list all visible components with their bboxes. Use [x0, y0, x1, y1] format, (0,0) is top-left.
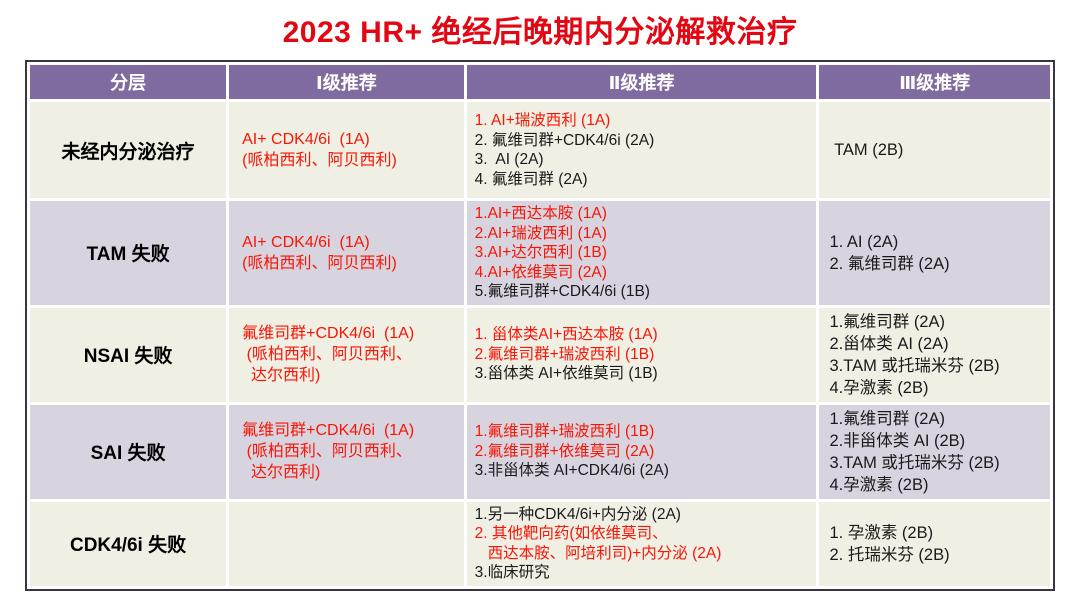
recommendation-line: 5.氟维司群+CDK4/6i (1B) — [474, 283, 650, 300]
table-row: CDK4/6i 失败 1.另一种CDK4/6i+内分泌 (2A) 2. 其他靶向药… — [30, 501, 1050, 586]
recommendation-line: 1. 孕激素 (2B) — [829, 523, 934, 542]
level3-cell: 1. AI (2A) 2. 氟维司群 (2A) — [819, 201, 1050, 305]
recommendation-line: (哌柏西利、阿贝西利、 — [242, 346, 412, 363]
column-header: Ⅱ级推荐 — [466, 65, 817, 99]
column-header: 分层 — [30, 65, 227, 99]
tier-cell: SAI 失败 — [30, 404, 227, 499]
level1-cell: 氟维司群+CDK4/6i (1A) (哌柏西利、阿贝西利、 达尔西利) — [229, 307, 464, 402]
level3-cell: TAM (2B) — [819, 102, 1050, 198]
recommendation-line: 达尔西利) — [242, 367, 321, 384]
tier-cell: TAM 失败 — [30, 201, 227, 305]
recommendation-line: 3.甾体类 AI+依维莫司 (1B) — [474, 365, 658, 383]
header-row: 分层 Ⅰ级推荐 Ⅱ级推荐 Ⅲ级推荐 — [30, 65, 1050, 99]
table-row: SAI 失败 氟维司群+CDK4/6i (1A) (哌柏西利、阿贝西利、 达尔西… — [30, 404, 1050, 499]
recommendation-line: 2. 氟维司群 (2A) — [829, 254, 950, 273]
table-header: 分层 Ⅰ级推荐 Ⅱ级推荐 Ⅲ级推荐 — [30, 65, 1050, 99]
recommendation-line: 2.AI+瑞波西利 (1A) — [474, 224, 607, 242]
recommendation-line: 4. 氟维司群 (2A) — [474, 170, 588, 188]
recommendation-line: 1.氟维司群 (2A) — [829, 312, 945, 331]
recommendation-line: 氟维司群+CDK4/6i (1A) — [242, 325, 415, 342]
recommendation-line: 1. AI+瑞波西利 (1A) — [474, 112, 611, 129]
recommendation-line: 4.孕激素 (2B) — [829, 475, 929, 494]
recommendation-line: 氟维司群+CDK4/6i (1A) — [242, 422, 415, 439]
recommendation-line: 1.AI+西达本胺 (1A) — [474, 205, 607, 222]
page-title: 2023 HR+ 绝经后晚期内分泌解救治疗 — [282, 16, 798, 49]
column-header: Ⅰ级推荐 — [229, 65, 464, 99]
recommendation-line: 达尔西利) — [242, 464, 321, 481]
recommendation-line: 1.氟维司群 (2A) — [829, 409, 945, 428]
recommendation-line: 3. AI (2A) — [474, 151, 544, 168]
level3-cell: 1.氟维司群 (2A) 2.非甾体类 AI (2B) 3.TAM 或托瑞米芬 (2B… — [819, 404, 1050, 499]
recommendation-line: 3.临床研究 — [474, 564, 550, 581]
recommendation-line: 1. 甾体类AI+西达本胺 (1A) — [474, 326, 658, 344]
recommendation-line: 3.非甾体类 AI+CDK4/6i (2A) — [474, 462, 669, 480]
recommendation-line: (哌柏西利、阿贝西利) — [242, 254, 397, 272]
recommendation-line: 2.甾体类 AI (2A) — [829, 334, 949, 353]
recommendation-line: 3.AI+达尔西利 (1B) — [474, 244, 607, 261]
treatment-table: 分层 Ⅰ级推荐 Ⅱ级推荐 Ⅲ级推荐 未经内分泌治疗 AI+ CDK4/6i (1A) (… — [27, 62, 1053, 589]
recommendation-line: 1.另一种CDK4/6i+内分泌 (2A) — [474, 505, 681, 523]
level2-cell: 1. 甾体类AI+西达本胺 (1A) 2.氟维司群+瑞波西利 (1B) 3.甾体类 … — [466, 307, 817, 402]
recommendation-line: 4.孕激素 (2B) — [829, 378, 929, 397]
level1-cell: AI+ CDK4/6i (1A) (哌柏西利、阿贝西利) — [229, 102, 464, 198]
recommendation-line: 1. AI (2A) — [829, 232, 899, 251]
level2-cell: 1.AI+西达本胺 (1A) 2.AI+瑞波西利 (1A) 3.AI+达尔西利 (1… — [466, 201, 817, 305]
level1-cell: AI+ CDK4/6i (1A) (哌柏西利、阿贝西利) — [229, 201, 464, 305]
recommendation-line: 2. 其他靶向药(如依维莫司、 — [474, 525, 668, 542]
recommendation-line: 3.TAM 或托瑞米芬 (2B) — [829, 356, 1000, 375]
level2-cell: 1.氟维司群+瑞波西利 (1B) 2.氟维司群+依维莫司 (2A) 3.非甾体类 A… — [466, 404, 817, 499]
level1-cell: 氟维司群+CDK4/6i (1A) (哌柏西利、阿贝西利、 达尔西利) — [229, 404, 464, 499]
recommendation-line: (哌柏西利、阿贝西利、 — [242, 443, 412, 460]
table-row: NSAI 失败 氟维司群+CDK4/6i (1A) (哌柏西利、阿贝西利、 达尔… — [30, 307, 1050, 402]
recommendation-line: AI+ CDK4/6i (1A) — [242, 233, 370, 251]
tier-cell: 未经内分泌治疗 — [30, 102, 227, 198]
treatment-table-wrapper: 分层 Ⅰ级推荐 Ⅱ级推荐 Ⅲ级推荐 未经内分泌治疗 AI+ CDK4/6i (1A) (… — [25, 60, 1055, 591]
recommendation-line: 2. 托瑞米芬 (2B) — [829, 545, 950, 564]
table-row: 未经内分泌治疗 AI+ CDK4/6i (1A) (哌柏西利、阿贝西利) 1. A… — [30, 102, 1050, 198]
recommendation-line: AI+ CDK4/6i (1A) — [242, 131, 370, 148]
level3-cell: 1.氟维司群 (2A) 2.甾体类 AI (2A) 3.TAM 或托瑞米芬 (2B)… — [819, 307, 1050, 402]
level1-cell — [229, 501, 464, 586]
recommendation-line: 3.TAM 或托瑞米芬 (2B) — [829, 453, 1000, 472]
recommendation-line: (哌柏西利、阿贝西利) — [242, 152, 397, 169]
column-header: Ⅲ级推荐 — [819, 65, 1050, 99]
recommendation-line: 2.氟维司群+瑞波西利 (1B) — [474, 345, 655, 363]
recommendation-line: 2.氟维司群+依维莫司 (2A) — [474, 442, 655, 460]
recommendation-line: 西达本胺、阿培利司)+内分泌 (2A) — [474, 544, 722, 562]
tier-cell: CDK4/6i 失败 — [30, 501, 227, 586]
recommendation-line: 2. 氟维司群+CDK4/6i (2A) — [474, 131, 655, 149]
recommendation-line: 2.非甾体类 AI (2B) — [829, 431, 966, 450]
level2-cell: 1. AI+瑞波西利 (1A) 2. 氟维司群+CDK4/6i (2A) 3. AI… — [466, 102, 817, 198]
recommendation-line: TAM (2B) — [829, 141, 904, 159]
table-row: TAM 失败 AI+ CDK4/6i (1A) (哌柏西利、阿贝西利) 1.AI+… — [30, 201, 1050, 305]
recommendation-line: 4.AI+依维莫司 (2A) — [474, 263, 607, 281]
level3-cell: 1. 孕激素 (2B) 2. 托瑞米芬 (2B) — [819, 501, 1050, 586]
tier-cell: NSAI 失败 — [30, 307, 227, 402]
level2-cell: 1.另一种CDK4/6i+内分泌 (2A) 2. 其他靶向药(如依维莫司、 西达本… — [466, 501, 817, 586]
table-body: 未经内分泌治疗 AI+ CDK4/6i (1A) (哌柏西利、阿贝西利) 1. A… — [30, 102, 1050, 586]
recommendation-line: 1.氟维司群+瑞波西利 (1B) — [474, 423, 655, 441]
